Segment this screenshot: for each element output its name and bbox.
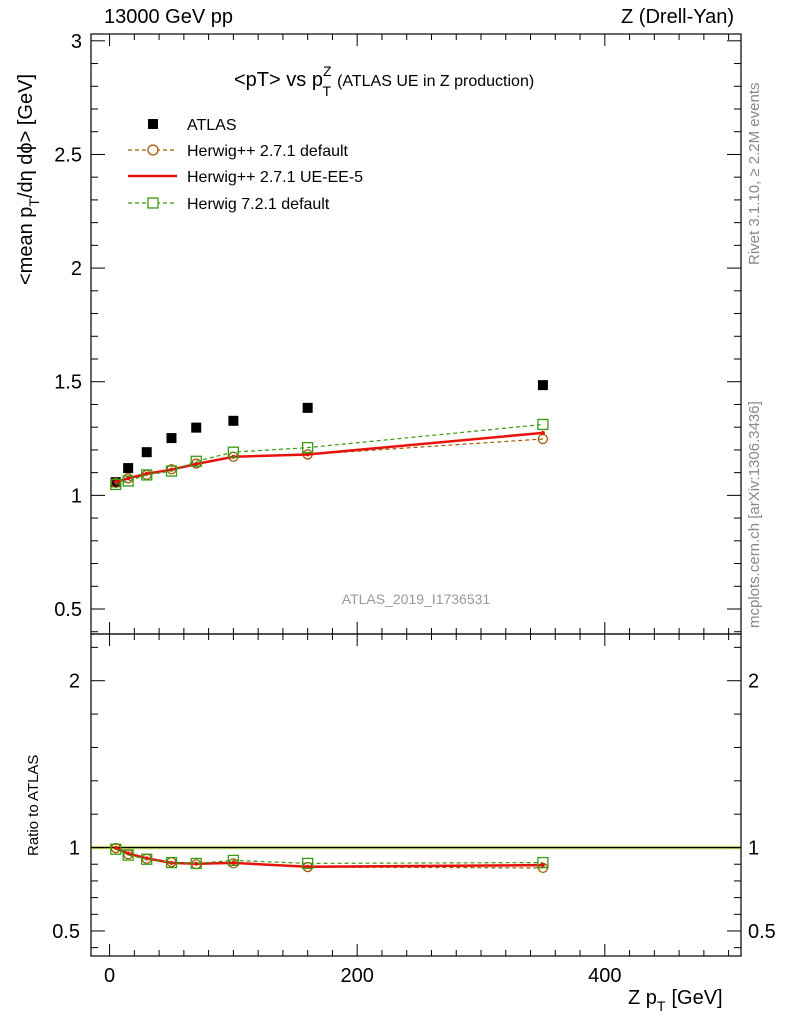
ratio-y-tick-label-right: 0.5 [748, 921, 776, 943]
x-axis-label: Z pT [GeV] [628, 987, 723, 1014]
legend: ATLAS Herwig++ 2.7.1 default Herwig++ 2.7.… [128, 117, 363, 213]
legend-marker-square [147, 197, 159, 209]
legend-label: Herwig++ 2.7.1 UE-EE-5 [187, 169, 363, 186]
ratio-herwig7-point [227, 854, 240, 867]
analysis-label: ATLAS_2019_I1736531 [342, 591, 491, 607]
ratio-y-tick-label: 2 [69, 671, 80, 693]
ratio-ue-ee5-point [231, 860, 236, 865]
atlas-point [537, 380, 548, 391]
ratio-y-axis-label: Ratio to ATLAS [25, 755, 42, 856]
ratio-series-line [115, 846, 543, 868]
y-tick-label: 0.5 [54, 599, 82, 621]
ue-ee5-point [126, 476, 131, 481]
ue-ee5-point [540, 430, 545, 435]
herwig7-point [537, 418, 549, 431]
herwig7-point [141, 469, 153, 481]
ratio-y-tick-label-right: 1 [748, 838, 759, 860]
x-tick-label: 200 [341, 965, 374, 987]
legend-marker-circle [147, 144, 159, 156]
ue-ee5-point [305, 452, 310, 457]
legend-label: ATLAS [187, 117, 237, 134]
ratio-herwig7-point [537, 856, 549, 869]
atlas-point [191, 422, 202, 433]
herwig7-point [110, 478, 122, 491]
series-line [115, 423, 543, 486]
y-tick-label: 3 [71, 31, 82, 53]
ratio-ue-ee5-point [305, 864, 310, 869]
header-right-label: Z (Drell-Yan) [621, 6, 734, 28]
ratio-herwig7-point [122, 849, 134, 861]
ratio-series-line [115, 848, 543, 865]
legend-label: Herwig 7.2.1 default [187, 196, 330, 213]
ratio-herwig7-point [190, 857, 202, 870]
ratio-ue-ee5-point [194, 861, 199, 866]
atlas-point [228, 415, 239, 426]
ratio-y-tick-label-right: 2 [748, 671, 759, 693]
x-tick-label: 0 [104, 965, 115, 987]
herwig7-point [122, 475, 134, 487]
y-axis-label: <mean pT/dη dϕ> [GeV] [15, 74, 42, 285]
ratio-herwig7-point [141, 853, 153, 865]
ratio-herwig7-point [110, 843, 122, 855]
atlas-point [123, 463, 134, 474]
ratio-ue-ee5-point [113, 845, 118, 850]
herwig7-point [165, 465, 178, 477]
atlas-point [141, 447, 152, 458]
series-line [115, 431, 544, 484]
y-tick-label: 1 [71, 485, 82, 507]
chart-title: <pT> vs pZ T(ATLAS UE in Z production) [234, 63, 534, 99]
herwig7-point [227, 446, 240, 458]
ratio-y-tick-label: 0.5 [52, 921, 80, 943]
header-left-label: 13000 GeV pp [104, 6, 233, 28]
herwig7-point [302, 441, 314, 454]
y-tick-label: 2.5 [54, 144, 82, 166]
ratio-panel [90, 633, 742, 957]
x-tick-label: 400 [588, 965, 621, 987]
y-tick-label: 1.5 [54, 372, 82, 394]
ratio-y-tick-label: 1 [69, 838, 80, 860]
legend-label: Herwig++ 2.7.1 default [187, 143, 349, 160]
atlas-point [166, 433, 177, 444]
legend-marker-atlas [148, 119, 158, 129]
ratio-herwig7-point [165, 856, 178, 869]
ue-ee5-point [194, 462, 199, 466]
herwig7-point [190, 455, 202, 467]
y-tick-label: 2 [71, 258, 82, 280]
ratio-ue-ee5-point [126, 851, 131, 856]
atlas-point [302, 402, 313, 413]
ratio-ue-ee5-point [540, 863, 545, 868]
ratio-panel-frame [90, 633, 742, 957]
ratio-herwig7-point [302, 857, 314, 870]
ue-ee5-point [113, 480, 118, 485]
